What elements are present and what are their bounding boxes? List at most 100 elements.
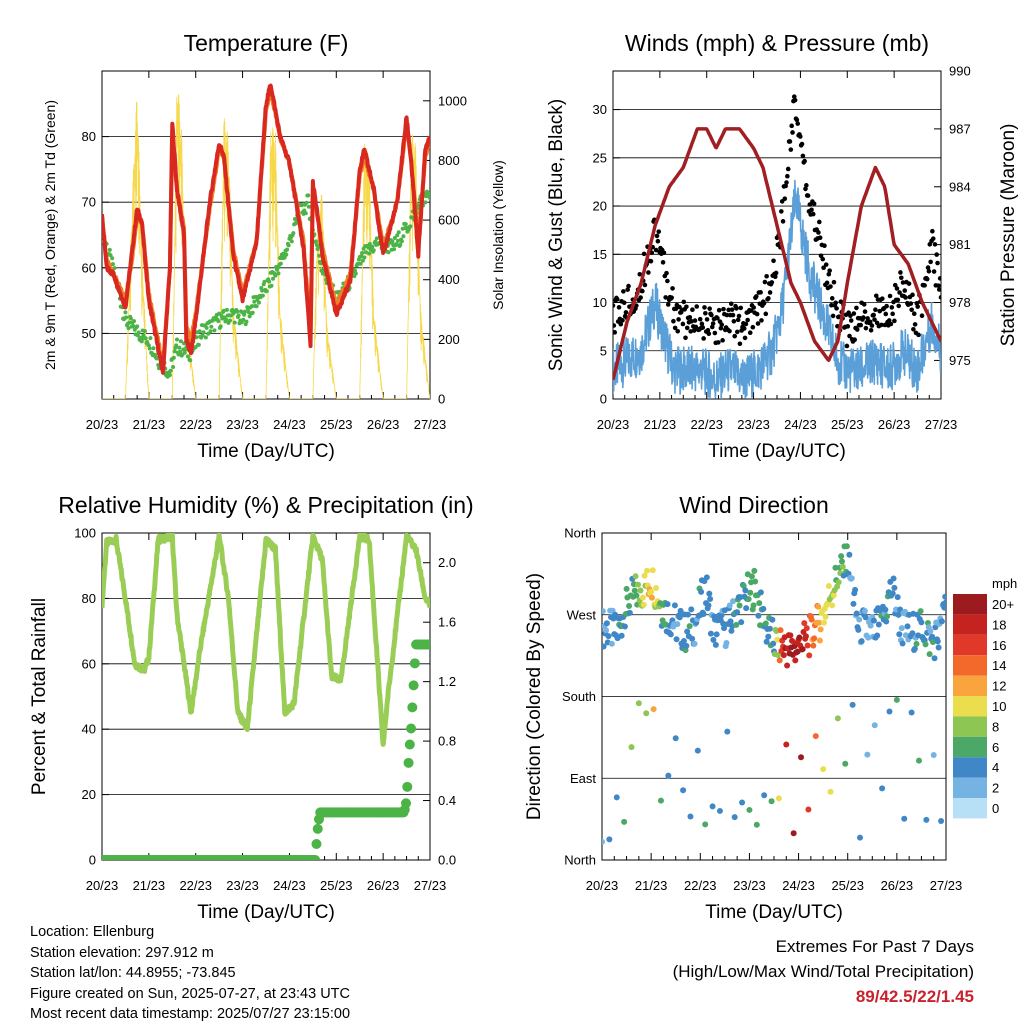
gust-point — [931, 269, 937, 274]
gust-point — [697, 316, 703, 322]
direction-point — [766, 625, 773, 632]
gust-point — [758, 290, 763, 295]
gust-point — [911, 326, 916, 332]
rain-point — [311, 838, 322, 849]
direction-point — [820, 619, 827, 626]
direction-point — [769, 616, 776, 623]
dewpoint-point — [224, 317, 229, 322]
direction-point — [639, 594, 646, 601]
direction-point — [784, 662, 791, 669]
dewpoint-point — [218, 324, 223, 329]
x-tick-label: 26/23 — [881, 878, 914, 893]
x-tick-label: 25/23 — [831, 417, 864, 432]
gust-point — [889, 305, 895, 310]
direction-point — [750, 602, 757, 609]
dewpoint-point — [399, 239, 404, 244]
direction-point — [834, 715, 841, 722]
direction-point — [756, 600, 763, 607]
direction-point — [806, 652, 813, 659]
y2-tick-label: 0.4 — [438, 793, 456, 808]
chart-title: Temperature (F) — [184, 30, 349, 56]
x-tick-label: 21/23 — [635, 878, 668, 893]
dewpoint-point — [232, 320, 237, 325]
dewpoint-point — [303, 211, 308, 216]
direction-point — [687, 813, 694, 820]
direction-point — [838, 558, 845, 565]
gust-point — [737, 341, 743, 347]
direction-point — [857, 834, 863, 841]
x-tick-label: 23/23 — [226, 417, 259, 432]
direction-point — [790, 830, 797, 837]
dewpoint-point — [132, 319, 137, 324]
dewpoint-point — [390, 239, 395, 244]
legend-label: 0 — [992, 801, 999, 816]
direction-point — [740, 582, 747, 589]
gust-point — [759, 318, 764, 323]
direction-point — [929, 633, 936, 640]
gust-point — [730, 312, 736, 318]
dewpoint-point — [299, 203, 304, 208]
legend-swatch — [953, 757, 987, 778]
dewpoint-point — [168, 368, 173, 373]
dewpoint-point — [374, 236, 379, 241]
direction-point — [884, 613, 891, 620]
direction-point — [605, 633, 612, 640]
dewpoint-point — [401, 234, 406, 239]
dewpoint-point — [178, 339, 183, 344]
gust-point — [751, 305, 756, 310]
gust-point — [799, 141, 805, 147]
y-tick-label: 20 — [593, 199, 607, 214]
dewpoint-point — [358, 261, 363, 266]
solar-series — [102, 94, 430, 399]
dewpoint-point — [386, 250, 391, 255]
dewpoint-point — [200, 333, 205, 338]
direction-point — [765, 633, 772, 640]
plot-area — [102, 83, 430, 399]
x-axis-label: Time (Day/UTC) — [197, 441, 335, 462]
direction-point — [648, 588, 655, 595]
gust-point — [780, 219, 786, 224]
gust-point — [649, 250, 655, 256]
gust-point — [822, 243, 827, 249]
gust-point — [625, 287, 630, 292]
direction-point — [798, 754, 805, 761]
direction-point — [942, 593, 946, 600]
direction-point — [922, 641, 929, 648]
direction-point — [626, 602, 633, 609]
gust-point — [861, 302, 867, 307]
x-tick-label: 26/23 — [878, 417, 911, 432]
dewpoint-point — [373, 239, 378, 244]
gust-point — [861, 315, 866, 320]
direction-point — [783, 741, 790, 748]
y-tick-label: 80 — [82, 129, 96, 144]
direction-point — [683, 642, 690, 649]
direction-point — [927, 628, 934, 635]
direction-point — [631, 587, 638, 594]
direction-point — [789, 637, 796, 644]
dewpoint-point — [367, 241, 372, 246]
gust-point — [829, 296, 835, 301]
gust-point — [851, 311, 857, 316]
direction-point — [839, 563, 846, 570]
dewpoint-point — [291, 231, 296, 236]
direction-point — [628, 744, 635, 751]
dewpoint-point — [428, 195, 430, 200]
gust-point — [915, 304, 920, 309]
gust-point — [919, 313, 925, 319]
gust-point — [660, 260, 666, 265]
dewpoint-point — [371, 248, 376, 253]
gust-point — [710, 321, 716, 326]
gust-point — [868, 328, 874, 333]
gust-point — [750, 324, 756, 330]
recent-text: Most recent data timestamp: 2025/07/27 2… — [30, 1006, 351, 1022]
dewpoint-point — [110, 262, 115, 267]
gust-point — [922, 283, 927, 288]
y-tick-label: 15 — [593, 247, 607, 262]
direction-point — [763, 638, 770, 645]
gust-point — [692, 318, 698, 323]
dewpoint-point — [423, 200, 428, 205]
dewpoint-point — [363, 250, 368, 255]
direction-point — [816, 619, 823, 626]
dewpoint-point — [394, 242, 399, 247]
gust-point — [854, 327, 860, 332]
